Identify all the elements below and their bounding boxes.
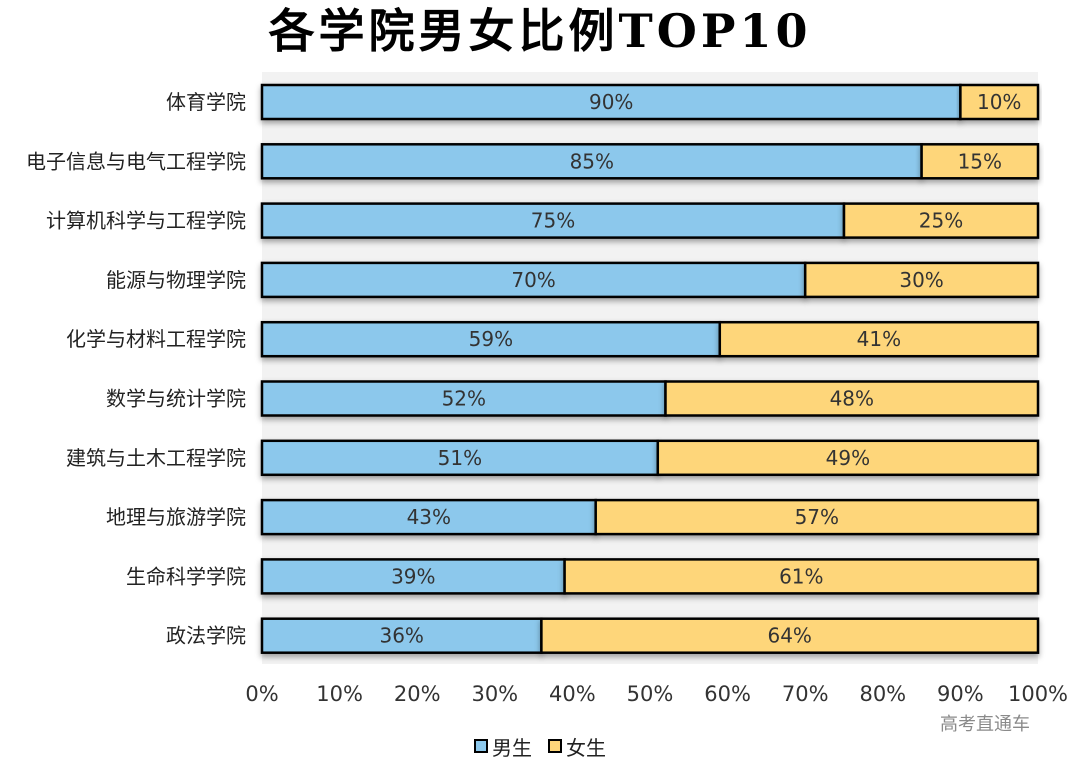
- bar-segment-female: [803, 261, 1040, 299]
- legend-item-female: 女生: [548, 732, 606, 761]
- x-tick-label: 60%: [704, 682, 751, 706]
- bar-segment-male: [260, 439, 660, 477]
- bar-segment-male: [260, 380, 667, 417]
- data-label: 48%: [830, 387, 874, 411]
- data-label: 51%: [438, 446, 482, 470]
- bar-segment-female: [959, 83, 1040, 121]
- x-tick-label: 10%: [316, 682, 363, 706]
- bar-segment-male: [260, 83, 962, 121]
- bar-segment-female: [563, 558, 1040, 595]
- data-label: 61%: [779, 564, 823, 588]
- bar-segment-female: [656, 439, 1040, 477]
- x-tick-label: 70%: [782, 682, 829, 706]
- bar-segment-male: [260, 558, 566, 595]
- category-label: 地理与旅游学院: [106, 505, 246, 529]
- data-label: 36%: [379, 624, 423, 648]
- category-label: 计算机科学与工程学院: [46, 209, 246, 233]
- category-label: 建筑与土木工程学院: [66, 446, 246, 470]
- data-label: 30%: [899, 268, 943, 292]
- data-label: 39%: [391, 564, 435, 588]
- x-tick-label: 90%: [937, 682, 984, 706]
- data-label: 49%: [826, 446, 870, 470]
- data-label: 15%: [958, 149, 1002, 173]
- legend-swatch: [474, 739, 488, 753]
- data-label: 75%: [531, 209, 575, 233]
- x-tick-label: 40%: [549, 682, 596, 706]
- legend-label: 男生: [492, 735, 532, 760]
- legend-item-male: 男生: [474, 732, 532, 761]
- data-label: 85%: [570, 149, 614, 173]
- x-tick-label: 0%: [245, 682, 278, 706]
- category-label: 电子信息与电气工程学院: [26, 149, 246, 173]
- legend-label: 女生: [566, 735, 606, 760]
- bar-segment-female: [594, 498, 1040, 536]
- category-label: 化学与材料工程学院: [66, 327, 246, 351]
- data-label: 52%: [442, 387, 486, 411]
- watermark: 高考直通车: [940, 714, 1030, 735]
- chart-title: 各学院男女比例TOP10: [268, 4, 812, 58]
- bar-segment-female: [664, 380, 1040, 417]
- data-label: 59%: [469, 327, 513, 351]
- bar-segment-male: [260, 261, 807, 299]
- bar-segment-female: [842, 202, 1040, 239]
- data-label: 57%: [795, 505, 839, 529]
- data-label: 64%: [767, 624, 811, 648]
- data-label: 25%: [919, 209, 963, 233]
- category-label: 政法学院: [166, 624, 246, 648]
- x-tick-label: 50%: [627, 682, 674, 706]
- legend-swatch: [548, 739, 562, 753]
- x-tick-label: 30%: [471, 682, 518, 706]
- bar-segment-female: [718, 320, 1040, 358]
- bar-segment-female: [540, 617, 1040, 654]
- x-tick-label: 100%: [1008, 682, 1068, 706]
- category-label: 生命科学学院: [126, 564, 246, 588]
- data-label: 10%: [977, 90, 1021, 114]
- data-label: 41%: [857, 327, 901, 351]
- category-label: 体育学院: [166, 90, 246, 114]
- x-tick-label: 80%: [859, 682, 906, 706]
- x-tick-label: 20%: [394, 682, 441, 706]
- bar-segment-male: [260, 320, 722, 358]
- category-label: 数学与统计学院: [106, 387, 246, 411]
- bar-segment-female: [920, 143, 1040, 180]
- data-label: 70%: [511, 268, 555, 292]
- bar-segment-male: [260, 202, 846, 239]
- data-label: 90%: [589, 90, 633, 114]
- legend: 男生 女生: [0, 732, 1080, 760]
- data-label: 43%: [407, 505, 451, 529]
- category-label: 能源与物理学院: [106, 268, 246, 292]
